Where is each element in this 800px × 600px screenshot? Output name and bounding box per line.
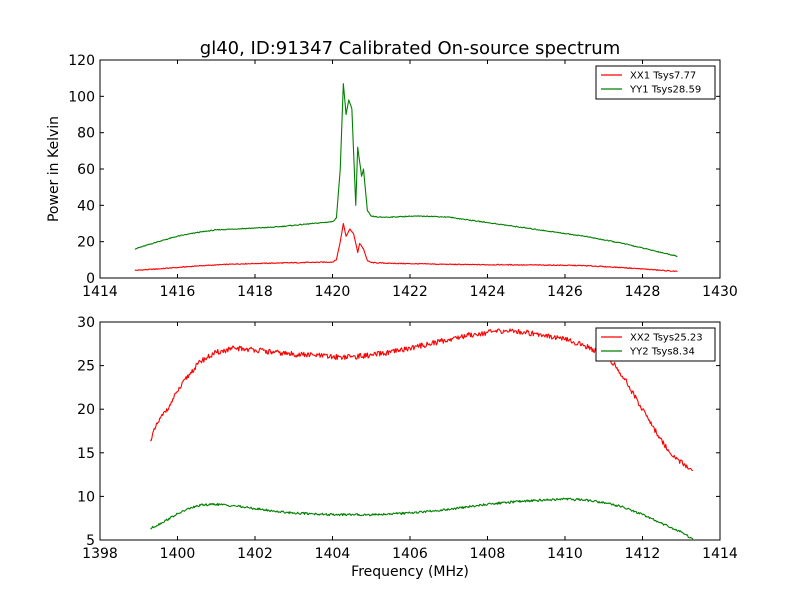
x-tick-label: 1406	[392, 546, 428, 562]
y-tick-label: 5	[86, 533, 95, 549]
y-tick-label: 20	[77, 402, 95, 418]
series-line-2	[150, 497, 694, 540]
bottom-panel: 1398 1400 1402 1404 1406 1408 1410 1412 1414 5 10 1…	[77, 315, 738, 580]
y-tick-label: 80	[77, 126, 95, 142]
series-line-2	[134, 83, 678, 258]
x-tick-label: 1424	[470, 284, 506, 300]
top-panel: 1414 1416 1418 1420 1422 1424 1426 1428 1430 0 20 4…	[46, 53, 738, 300]
y-axis-label: Power in Kelvin	[46, 116, 62, 222]
x-tick-label: 1426	[547, 284, 583, 300]
figure-title: gl40, ID:91347 Calibrated On-source spec…	[200, 38, 620, 59]
legend: XX1 Tsys7.77 YY1 Tsys28.59	[595, 65, 716, 100]
y-tick-label: 120	[68, 53, 95, 69]
x-tick-label: 1398	[82, 546, 118, 562]
legend-label: YY2 Tsys8.34	[629, 347, 695, 358]
y-tick-label: 40	[77, 198, 95, 214]
y-tick-label: 20	[77, 235, 95, 251]
y-tick-label: 0	[86, 271, 95, 287]
x-tick-label: 1404	[315, 546, 351, 562]
y-tick-label: 100	[68, 89, 95, 105]
legend: XX2 Tsys25.23 YY2 Tsys8.34	[595, 327, 716, 362]
x-tick-label: 1400	[160, 546, 196, 562]
legend-label: YY1 Tsys28.59	[629, 85, 701, 96]
series-line-1	[134, 222, 678, 273]
y-tick-label: 15	[77, 446, 95, 462]
legend-box	[595, 327, 716, 362]
x-tick-label: 1416	[160, 284, 196, 300]
x-tick-label: 1408	[470, 546, 506, 562]
x-tick-label: 1412	[625, 546, 661, 562]
y-tick-label: 25	[77, 359, 95, 375]
legend-label: XX2 Tsys25.23	[630, 333, 703, 344]
legend-label: XX1 Tsys7.77	[630, 71, 696, 82]
y-tick-label: 10	[77, 489, 95, 505]
legend-box	[595, 65, 716, 100]
y-tick-label: 60	[77, 162, 95, 178]
x-tick-label: 1402	[237, 546, 273, 562]
y-tick-label: 30	[77, 315, 95, 331]
x-tick-label: 1418	[237, 284, 273, 300]
x-tick-label: 1422	[392, 284, 428, 300]
x-tick-label: 1430	[702, 284, 738, 300]
x-tick-label: 1414	[82, 284, 118, 300]
x-tick-label: 1420	[315, 284, 351, 300]
x-tick-label: 1414	[702, 546, 738, 562]
x-tick-label: 1410	[547, 546, 583, 562]
x-tick-label: 1428	[625, 284, 661, 300]
x-axis-label: Frequency (MHz)	[351, 564, 469, 580]
